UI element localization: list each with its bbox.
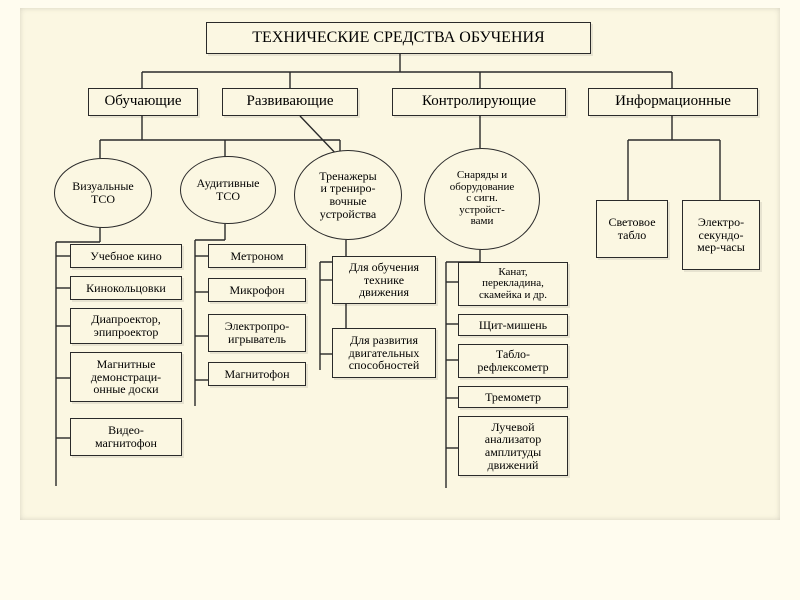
item-control-3: Тремометр — [458, 386, 568, 408]
item-control-0: Канат,перекладина,скамейка и др. — [458, 262, 568, 306]
item-visual-4: Видео-магнитофон — [70, 418, 182, 456]
ellipse-audio-tso: АудитивныеТСО — [180, 156, 276, 224]
category-information: Информационные — [588, 88, 758, 116]
item-train-1: Для развитиядвигательныхспособностей — [332, 328, 436, 378]
ellipse-trainers: Тренажерыи трениро-вочныеустройства — [294, 150, 402, 240]
item-visual-1: Кинокольцовки — [70, 276, 182, 300]
item-audio-3: Магнитофон — [208, 362, 306, 386]
item-info-0: Световоетабло — [596, 200, 668, 258]
ellipse-equipment: Снаряды иоборудованиес сигн.устройст-вам… — [424, 148, 540, 250]
category-developing: Развивающие — [222, 88, 358, 116]
root-node: ТЕХНИЧЕСКИЕ СРЕДСТВА ОБУЧЕНИЯ — [206, 22, 591, 54]
item-visual-0: Учебное кино — [70, 244, 182, 268]
item-visual-2: Диапроектор,эпипроектор — [70, 308, 182, 344]
item-visual-3: Магнитныедемонстраци-онные доски — [70, 352, 182, 402]
item-control-4: Лучевойанализаторамплитудыдвижений — [458, 416, 568, 476]
item-audio-2: Электропро-игрыватель — [208, 314, 306, 352]
item-info-1: Электро-секундо-мер-часы — [682, 200, 760, 270]
category-controlling: Контролирующие — [392, 88, 566, 116]
item-control-2: Табло-рефлексометр — [458, 344, 568, 378]
item-audio-0: Метроном — [208, 244, 306, 268]
item-audio-1: Микрофон — [208, 278, 306, 302]
category-teaching: Обучающие — [88, 88, 198, 116]
ellipse-visual-tso: ВизуальныеТСО — [54, 158, 152, 228]
item-control-1: Щит-мишень — [458, 314, 568, 336]
item-train-0: Для обучениятехникедвижения — [332, 256, 436, 304]
